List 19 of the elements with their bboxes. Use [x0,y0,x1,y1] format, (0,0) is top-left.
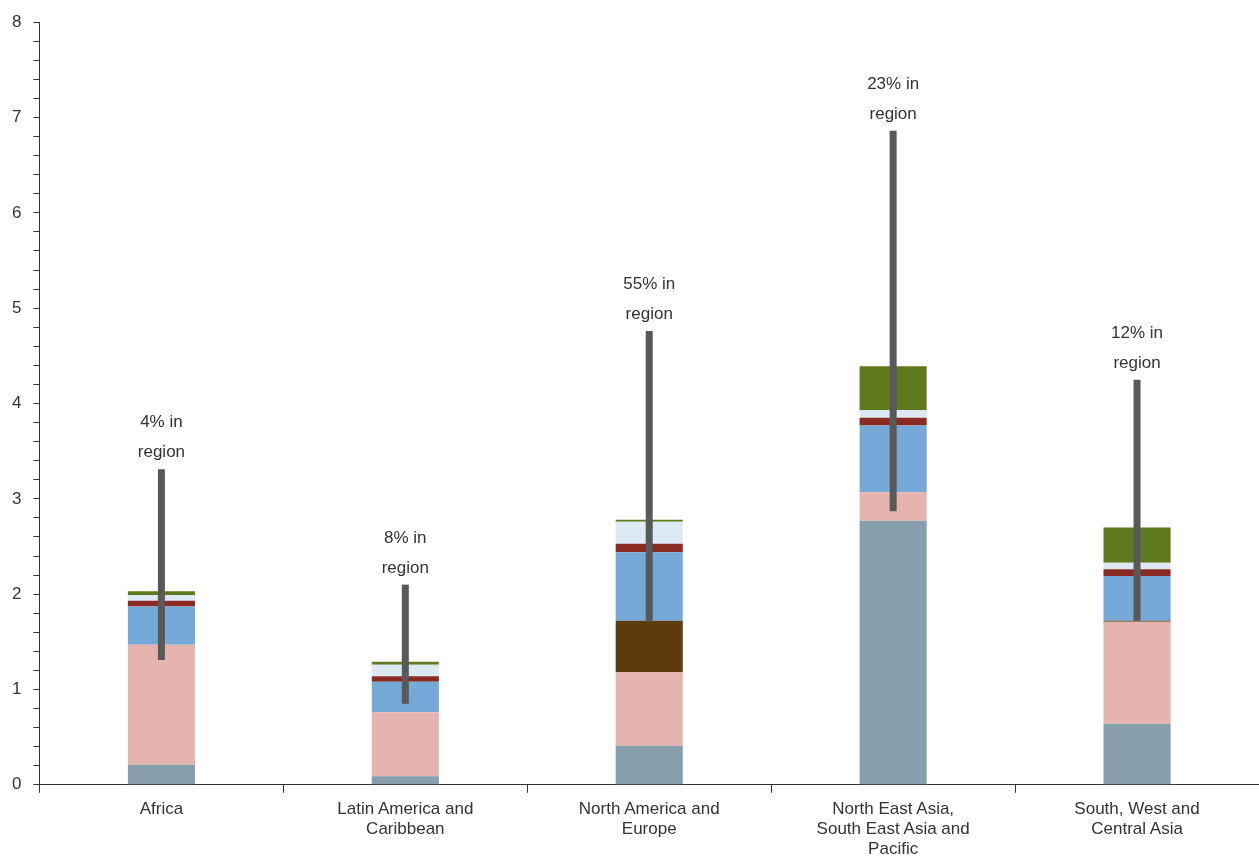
y-tick-label: 5 [11,297,22,317]
annotation: 8% in region [381,527,429,577]
annotation: 12% in region [1111,322,1164,372]
y-tick-label: 8 [11,11,22,31]
x-tick-label: Latin America and Caribbean [337,798,474,839]
annotation: 55% in region [623,274,676,324]
x-tick-label: South, West and Central Asia [1074,798,1200,839]
x-tick-label: North East Asia, South East Asia and Pacific [816,798,970,859]
y-tick-label: 1 [11,679,22,699]
y-tick-label: 6 [11,202,22,222]
annotation: 23% in region [867,74,920,124]
x-tick-label: Africa [139,798,184,818]
annotation: 4% in region [137,412,186,462]
x-tick-label: North America and Europe [578,798,720,839]
y-tick-label: 2 [11,583,22,603]
y-tick-label: 7 [11,107,22,127]
y-tick-label: 4 [11,393,22,413]
y-tick-label: 0 [11,774,22,794]
y-tick-label: 3 [11,488,22,508]
